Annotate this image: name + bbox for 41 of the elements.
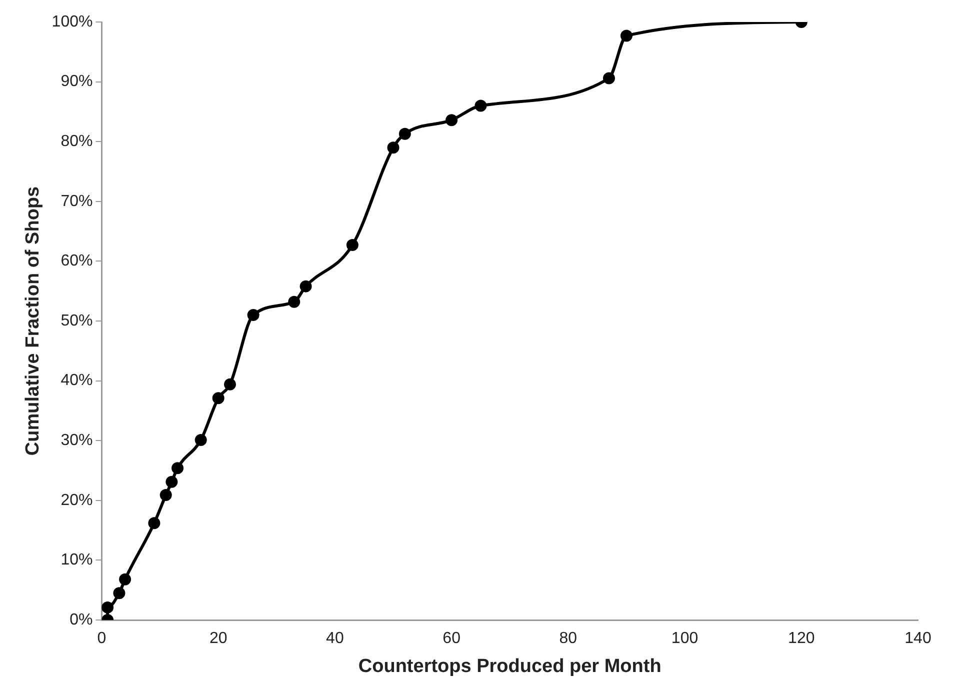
point: [398, 128, 411, 140]
y-tick-label: 20%: [60, 492, 93, 509]
y-axis-title: Cumulative Fraction of Shops: [22, 186, 44, 456]
x-tick-label: 0: [97, 630, 106, 648]
y-tick-label: 10%: [60, 552, 93, 569]
y-tick-label: 60%: [60, 252, 93, 270]
y-tick-label: 90%: [60, 73, 93, 90]
x-tick-label: 20: [209, 630, 228, 648]
point: [194, 434, 207, 446]
x-axis-title: Countertops Produced per Month: [358, 656, 662, 677]
y-tick-label: 50%: [60, 312, 93, 330]
y-tick-label: 100%: [52, 13, 93, 30]
point: [288, 296, 300, 308]
y-tick-label: 80%: [60, 133, 93, 150]
x-tick-label: 80: [559, 630, 578, 648]
point: [620, 30, 632, 42]
x-tick-label: 60: [442, 630, 461, 648]
point: [160, 489, 172, 502]
point: [172, 462, 184, 474]
point: [102, 601, 114, 614]
x-tick-label: 140: [904, 630, 932, 648]
x-tick-label: 40: [326, 630, 344, 648]
y-tick-label: 40%: [60, 372, 93, 390]
x-tick-label: 120: [788, 630, 815, 648]
point: [346, 239, 358, 252]
point: [602, 72, 615, 84]
point: [474, 100, 487, 112]
point: [113, 587, 126, 600]
y-tick-label: 0%: [70, 611, 93, 628]
y-tick-label: 30%: [60, 432, 93, 450]
point: [387, 142, 400, 154]
point: [224, 378, 236, 390]
point: [247, 309, 260, 322]
point: [300, 280, 312, 292]
point: [166, 476, 178, 488]
point: [119, 573, 132, 586]
point: [148, 517, 160, 530]
point: [446, 114, 458, 126]
x-tick-label: 100: [671, 630, 698, 648]
y-tick-label: 70%: [60, 192, 93, 210]
point: [212, 392, 224, 404]
